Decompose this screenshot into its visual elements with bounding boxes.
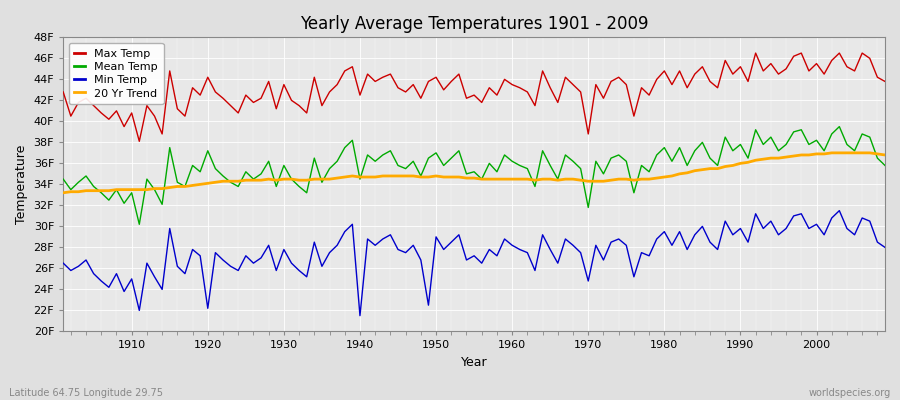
X-axis label: Year: Year [461,356,488,369]
Text: Latitude 64.75 Longitude 29.75: Latitude 64.75 Longitude 29.75 [9,388,163,398]
Legend: Max Temp, Mean Temp, Min Temp, 20 Yr Trend: Max Temp, Mean Temp, Min Temp, 20 Yr Tre… [68,43,164,104]
Title: Yearly Average Temperatures 1901 - 2009: Yearly Average Temperatures 1901 - 2009 [300,15,648,33]
Text: worldspecies.org: worldspecies.org [809,388,891,398]
Y-axis label: Temperature: Temperature [15,145,28,224]
